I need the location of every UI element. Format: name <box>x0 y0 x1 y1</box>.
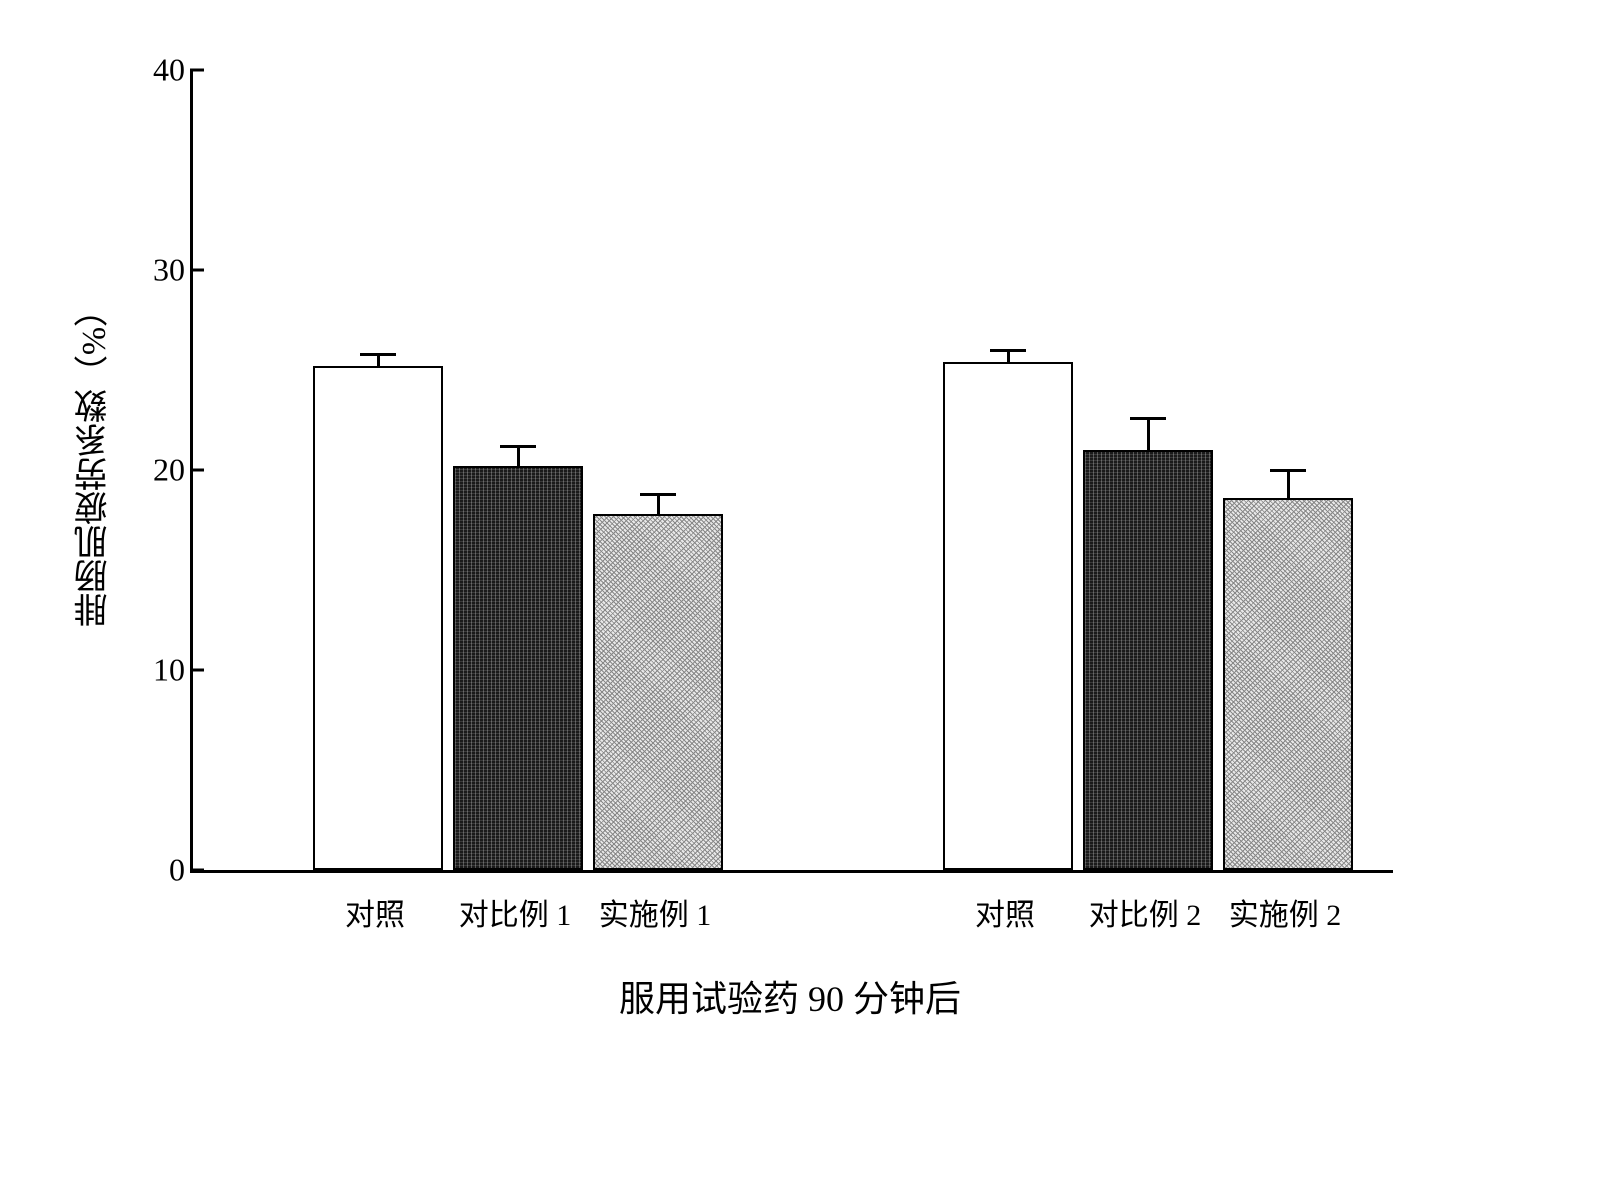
x-axis-label: 服用试验药 90 分钟后 <box>190 970 1390 1022</box>
category-label: 对比例 2 <box>1070 890 1220 934</box>
bar <box>313 366 443 870</box>
y-tick-label: 40 <box>135 52 185 89</box>
bar <box>1083 450 1213 870</box>
bar <box>453 466 583 870</box>
y-axis-label: 腓肠肌疲劳系数（%） <box>70 293 119 627</box>
category-label: 实施例 1 <box>580 890 730 934</box>
y-tick-label: 30 <box>135 252 185 289</box>
error-bar-cap <box>990 349 1026 352</box>
error-bar-cap <box>360 353 396 356</box>
category-label: 对照 <box>300 890 450 934</box>
y-tick-label: 0 <box>135 852 185 889</box>
error-bar-cap <box>1270 469 1306 472</box>
error-bar-cap <box>500 445 536 448</box>
error-bar-cap <box>1130 417 1166 420</box>
bar <box>593 514 723 870</box>
error-bar-stem <box>1287 470 1290 498</box>
error-bar-stem <box>1147 418 1150 450</box>
y-tick-mark <box>190 669 204 672</box>
fatigue-bar-chart: 腓肠肌疲劳系数（%） 服用试验药 90 分钟后 010203040对照对比例 1… <box>40 40 1440 1040</box>
error-bar-cap <box>640 493 676 496</box>
error-bar-stem <box>517 446 520 466</box>
y-tick-label: 20 <box>135 452 185 489</box>
category-label: 对照 <box>930 890 1080 934</box>
y-tick-mark <box>190 269 204 272</box>
bar <box>1223 498 1353 870</box>
y-tick-mark <box>190 869 204 872</box>
y-tick-mark <box>190 69 204 72</box>
plot-area <box>190 70 1393 873</box>
error-bar-stem <box>657 494 660 514</box>
y-tick-mark <box>190 469 204 472</box>
category-label: 对比例 1 <box>440 890 590 934</box>
y-tick-label: 10 <box>135 652 185 689</box>
bar <box>943 362 1073 870</box>
category-label: 实施例 2 <box>1210 890 1360 934</box>
